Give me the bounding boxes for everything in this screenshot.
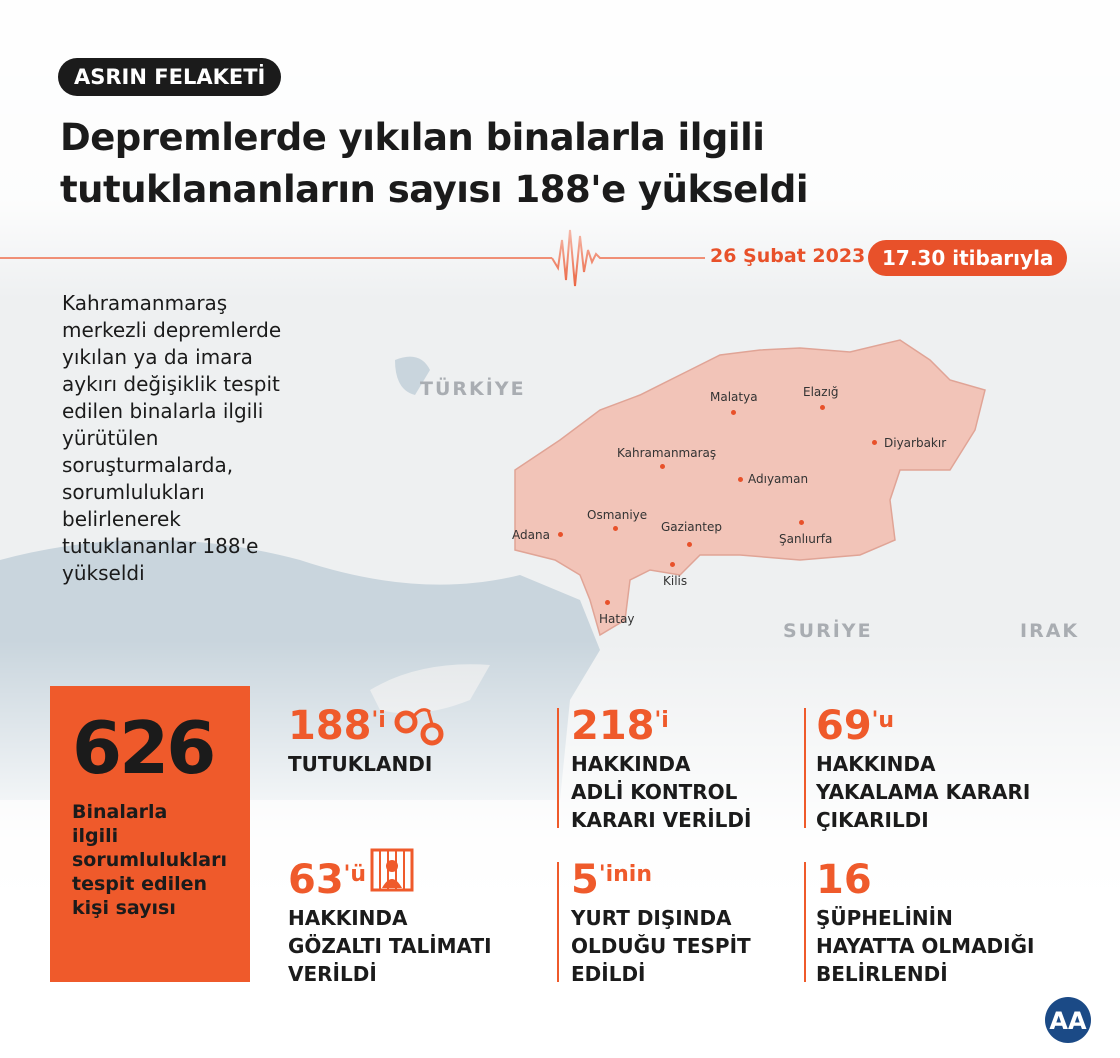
divider (557, 862, 559, 982)
line: merkezli depremlerde (62, 318, 282, 342)
city-label: Şanlıurfa (779, 532, 833, 546)
stat-value: 69 (816, 703, 872, 749)
stat-value: 188 (288, 703, 372, 749)
city-dot (558, 532, 563, 537)
total-label: Binalarla ilgili sorumlulukları tespit e… (72, 800, 228, 920)
line: sorumlulukları (72, 849, 227, 871)
stat-judicial-control: 218'i HAKKINDA ADLİ KONTROL KARARI VERİLDİ (571, 704, 751, 834)
stat-suffix: 'u (871, 708, 895, 733)
city-dot (731, 410, 736, 415)
line: HAKKINDA (816, 752, 936, 776)
city-label: Kilis (663, 574, 688, 588)
stat-value: 218 (571, 703, 655, 749)
line: yürütülen (62, 426, 159, 450)
line: yıkılan ya da imara (62, 345, 253, 369)
line: ŞÜPHELİNİN (816, 906, 953, 930)
line: Binalarla (72, 801, 168, 823)
line: edilen binalarla ilgili (62, 399, 264, 423)
line: tutuklananlar 188'e (62, 534, 259, 558)
stat-detention: 63'ü HAKKINDA GÖZALTI TALİMATI VERİLDİ (288, 848, 492, 988)
line: EDİLDİ (571, 962, 646, 986)
stat-abroad: 5'inin YURT DIŞINDA OLDUĞU TESPİT EDİLDİ (571, 858, 751, 988)
line: VERİLDİ (288, 962, 377, 986)
stat-value: 63 (288, 857, 344, 903)
stat-suffix: 'inin (598, 862, 652, 887)
city-label: Diyarbakır (884, 436, 947, 450)
city-label: Osmaniye (587, 508, 648, 522)
line: soruşturmalarda, (62, 453, 234, 477)
divider (557, 708, 559, 828)
country-label: TÜRKİYE (420, 378, 526, 400)
total-value: 626 (72, 706, 216, 790)
line: kişi sayısı (72, 897, 176, 919)
handcuffs-icon (394, 708, 444, 746)
stat-suffix: 'i (371, 708, 386, 733)
line: BELİRLENDİ (816, 962, 948, 986)
line: YURT DIŞINDA (571, 906, 732, 930)
stat-arrested: 188'i TUTUKLANDI (288, 704, 448, 778)
country-label: SURİYE (783, 620, 873, 642)
line: ÇIKARILDI (816, 808, 929, 832)
city-label: Adıyaman (748, 472, 809, 486)
time-badge: 17.30 itibarıyla (868, 240, 1068, 276)
description: Kahramanmaraş merkezli depremlerde yıkıl… (62, 290, 352, 587)
line: KARARI VERİLDİ (571, 808, 752, 832)
category-badge: ASRIN FELAKETİ (58, 58, 282, 96)
line: sorumlulukları (62, 480, 205, 504)
line: belirlenerek (62, 507, 181, 531)
line: HAKKINDA (571, 752, 691, 776)
city-dot (687, 542, 692, 547)
divider (804, 862, 806, 982)
stat-arrest-warrant: 69'u HAKKINDA YAKALAMA KARARI ÇIKARILDI (816, 704, 1030, 834)
date-label: 26 Şubat 2023 (710, 245, 866, 267)
city-label: Hatay (599, 612, 635, 626)
line: TUTUKLANDI (288, 752, 433, 776)
stat-value: 16 (816, 857, 872, 903)
svg-text:AA: AA (1049, 1007, 1087, 1035)
line: HAYATTA OLMADIĞI (816, 934, 1035, 958)
city-dot (872, 440, 877, 445)
prisoner-icon (370, 848, 414, 892)
city-dot (613, 526, 618, 531)
line: GÖZALTI TALİMATI (288, 934, 492, 958)
stat-suffix: 'ü (343, 862, 367, 887)
city-dot (820, 405, 825, 410)
country-label: IRAK (1020, 620, 1080, 642)
city-dot (605, 600, 610, 605)
city-dot (738, 477, 743, 482)
line: yükseldi (62, 561, 145, 585)
city-label: Malatya (710, 390, 758, 404)
city-dot (670, 562, 675, 567)
city-label: Gaziantep (661, 520, 722, 534)
line: ADLİ KONTROL (571, 780, 738, 804)
city-label: Adana (512, 528, 550, 542)
city-label: Elazığ (803, 385, 839, 399)
stat-suffix: 'i (654, 708, 669, 733)
line: aykırı değişiklik tespit (62, 372, 280, 396)
stat-value: 5 (571, 857, 599, 903)
line: ilgili (72, 825, 119, 847)
stat-deceased: 16 ŞÜPHELİNİN HAYATTA OLMADIĞI BELİRLENDİ (816, 858, 1034, 988)
total-box: 626 Binalarla ilgili sorumlulukları tesp… (50, 686, 250, 982)
line: tespit edilen (72, 873, 208, 895)
city-label: Kahramanmaraş (617, 446, 717, 460)
city-dot (799, 520, 804, 525)
aa-logo: AA (1045, 997, 1091, 1043)
title-line: tutuklananların sayısı 188'e yükseldi (60, 168, 809, 211)
city-dot (660, 464, 665, 469)
line: Kahramanmaraş (62, 291, 228, 315)
divider (804, 708, 806, 828)
page-title: Depremlerde yıkılan binalarla ilgili tut… (60, 112, 809, 216)
line: YAKALAMA KARARI (816, 780, 1031, 804)
line: OLDUĞU TESPİT (571, 934, 751, 958)
title-line: Depremlerde yıkılan binalarla ilgili (60, 116, 765, 159)
line: HAKKINDA (288, 906, 408, 930)
